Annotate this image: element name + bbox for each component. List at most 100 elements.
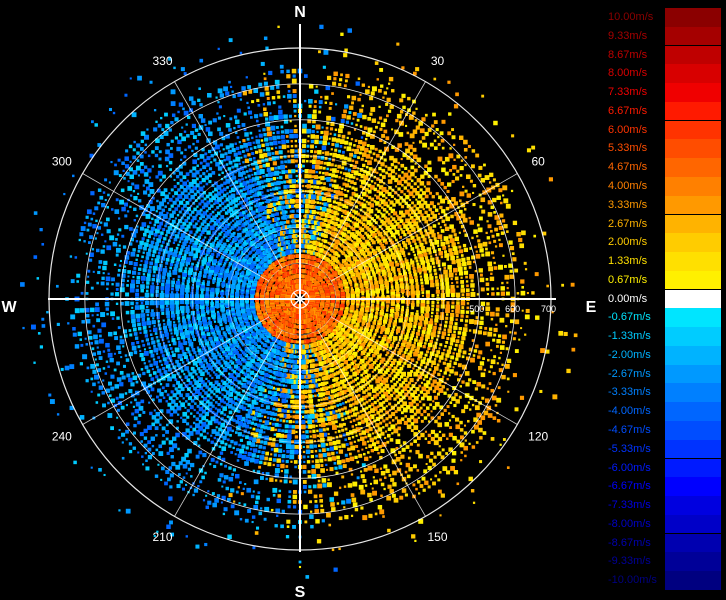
echo-cell <box>307 389 312 394</box>
echo-cell <box>388 334 393 339</box>
echo-cell <box>358 415 363 420</box>
echo-cell <box>398 335 403 340</box>
echo-cell <box>442 375 445 378</box>
echo-cell <box>396 289 400 293</box>
echo-cell <box>364 484 368 487</box>
echo-cell <box>356 118 360 122</box>
echo-cell <box>343 146 346 149</box>
echo-cell <box>370 134 375 139</box>
echo-cell <box>471 164 475 169</box>
echo-cell <box>335 206 340 211</box>
echo-cell <box>326 427 330 431</box>
echo-cell <box>408 317 414 322</box>
echo-cell <box>448 234 453 239</box>
echo-cell <box>339 403 342 406</box>
echo-cell <box>514 319 520 325</box>
echo-cell <box>309 240 312 244</box>
echo-cell <box>341 459 346 464</box>
echo-cell <box>460 301 466 306</box>
echo-cell <box>341 214 344 218</box>
echo-cell <box>356 231 362 236</box>
echo-cell <box>310 389 314 393</box>
echo-cell <box>301 369 306 374</box>
echo-cell <box>381 134 386 138</box>
echo-cell <box>478 165 483 170</box>
echo-cell <box>359 381 362 384</box>
echo-cell <box>367 272 371 277</box>
echo-cell <box>490 349 493 352</box>
echo-cell <box>326 115 332 121</box>
echo-cell <box>449 316 454 321</box>
echo-cell <box>410 179 414 183</box>
echo-cell <box>402 222 406 226</box>
echo-cell <box>378 225 382 229</box>
echo-cell <box>352 315 358 321</box>
echo-cell <box>393 276 399 281</box>
echo-cell <box>376 440 380 444</box>
echo-cell <box>430 257 435 262</box>
echo-cell <box>383 118 387 123</box>
echo-cell <box>427 147 430 150</box>
echo-cell <box>357 276 362 280</box>
echo-cell <box>429 201 434 206</box>
echo-cell <box>389 316 393 320</box>
echo-cell <box>260 507 263 510</box>
echo-cell <box>306 128 312 134</box>
echo-cell <box>416 378 420 382</box>
echo-cell <box>405 218 411 224</box>
echo-cell <box>354 139 358 142</box>
echo-cell <box>324 156 328 160</box>
echo-cell <box>313 383 319 388</box>
echo-cell <box>461 293 465 297</box>
echo-cell <box>313 440 316 443</box>
echo-cell <box>425 406 430 410</box>
echo-cell <box>349 196 354 201</box>
echo-cell <box>318 253 323 258</box>
echo-cell <box>302 144 307 149</box>
echo-cell <box>401 381 405 385</box>
echo-cell <box>378 444 382 449</box>
echo-cell <box>333 405 337 408</box>
echo-cell <box>349 381 353 384</box>
echo-cell <box>371 86 377 92</box>
echo-cell <box>376 399 380 402</box>
echo-cell <box>403 337 408 342</box>
echo-cell <box>362 372 365 375</box>
echo-cell <box>465 174 471 180</box>
echo-cell <box>391 377 396 381</box>
echo-cell <box>310 134 316 139</box>
echo-cell <box>300 340 305 344</box>
echo-cell <box>458 231 461 234</box>
echo-cell <box>322 218 325 221</box>
echo-cell <box>356 218 360 222</box>
echo-cell <box>280 408 285 413</box>
echo-cell <box>359 179 362 182</box>
echo-cell <box>279 438 284 443</box>
echo-cell <box>255 428 260 433</box>
echo-cell <box>424 194 429 199</box>
echo-cell <box>322 151 325 154</box>
echo-cell <box>394 346 398 350</box>
echo-cell <box>434 385 440 391</box>
echo-cell <box>400 411 404 415</box>
echo-cell <box>371 378 374 381</box>
echo-cell <box>330 344 335 349</box>
echo-cell <box>407 169 411 173</box>
echo-cell <box>417 353 423 359</box>
echo-cell <box>323 161 327 165</box>
echo-cell <box>384 330 389 335</box>
echo-cell <box>335 393 339 397</box>
echo-cell <box>320 338 326 344</box>
echo-cell <box>388 238 393 242</box>
echo-cell <box>423 392 428 398</box>
echo-cell <box>312 384 316 388</box>
echo-cell <box>388 374 392 378</box>
echo-cell <box>389 489 394 494</box>
echo-cell <box>319 383 323 387</box>
echo-cell <box>373 479 379 485</box>
echo-cell <box>324 269 329 274</box>
echo-cell <box>512 337 516 341</box>
echo-cell <box>347 236 352 241</box>
echo-cell <box>339 145 343 148</box>
echo-cell <box>431 261 435 265</box>
